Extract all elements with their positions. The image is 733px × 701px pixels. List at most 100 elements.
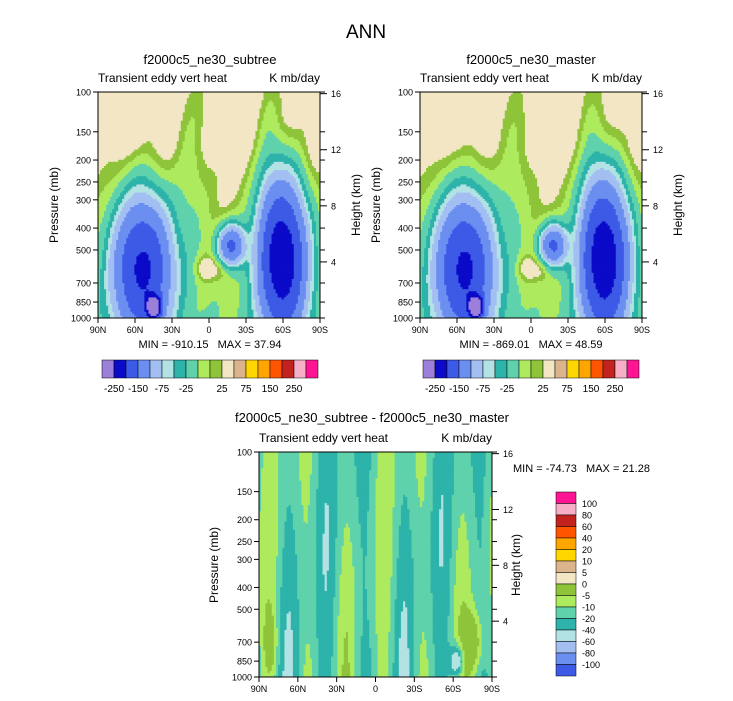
min-max-label: MIN = -74.73 MAX = 21.28: [513, 463, 650, 475]
x-tick-label: 90N: [90, 325, 107, 335]
panel-master: f2000c5_ne30_master Transient eddy vert …: [369, 52, 685, 395]
legend-label: 0: [582, 580, 587, 590]
legend-swatch: [556, 653, 576, 665]
y-tick-label: 150: [237, 487, 252, 497]
legend-swatch: [579, 360, 591, 378]
y-axis-label: Pressure (mb): [47, 167, 61, 243]
x-tick-label: 60N: [449, 325, 466, 335]
contour-field: [420, 92, 643, 319]
legend-swatch: [556, 630, 576, 642]
panel-title: f2000c5_ne30_subtree: [143, 52, 276, 67]
x-tick-label: 30S: [560, 325, 576, 335]
legend-swatch: [556, 561, 576, 573]
height-tick-label: 12: [503, 505, 513, 515]
legend-swatch: [556, 665, 576, 677]
height-tick-label: 4: [331, 257, 336, 267]
y-tick-label: 1000: [232, 673, 252, 683]
y-right-axis-label: Height (km): [509, 534, 523, 596]
x-tick-label: 30N: [328, 684, 345, 694]
legend-swatch: [447, 360, 459, 378]
height-tick-label: 8: [331, 201, 336, 211]
y-tick-label: 850: [76, 298, 91, 308]
legend-label: -25: [179, 384, 194, 395]
legend-swatch: [282, 360, 294, 378]
figure-title: ANN: [346, 22, 386, 43]
legend-swatch: [210, 360, 222, 378]
y-tick-label: 850: [398, 298, 413, 308]
x-tick-label: 0: [206, 325, 211, 335]
height-tick-label: 16: [503, 449, 513, 459]
x-tick-label: 90S: [634, 325, 650, 335]
legend-swatch: [258, 360, 270, 378]
y-tick-label: 700: [76, 278, 91, 288]
x-tick-label: 60N: [290, 684, 307, 694]
legend-swatch: [150, 360, 162, 378]
legend-label: -20: [582, 614, 595, 624]
x-tick-label: 90N: [251, 684, 268, 694]
legend-swatch: [531, 360, 543, 378]
legend-swatch: [126, 360, 138, 378]
legend-swatch: [495, 360, 507, 378]
legend-label: 80: [582, 511, 592, 521]
legend-swatch: [556, 619, 576, 631]
x-tick-label: 60S: [275, 325, 291, 335]
variable-label: Transient eddy vert heat: [259, 431, 389, 445]
y-tick-label: 850: [237, 657, 252, 667]
x-tick-label: 90S: [484, 684, 500, 694]
legend-label: -75: [476, 384, 491, 395]
legend-label: -10: [582, 603, 595, 613]
legend-label: -250: [104, 384, 124, 395]
legend-label: 150: [583, 384, 600, 395]
legend-swatch: [543, 360, 555, 378]
y-tick-label: 500: [76, 245, 91, 255]
legend-swatch: [615, 360, 627, 378]
height-tick-label: 12: [653, 145, 663, 155]
units-label: K mb/day: [441, 431, 492, 445]
legend-label: 10: [582, 557, 592, 567]
min-max-label: MIN = -910.15 MAX = 37.94: [138, 339, 281, 351]
y-tick-label: 500: [398, 245, 413, 255]
legend-swatch: [186, 360, 198, 378]
height-tick-label: 8: [653, 201, 658, 211]
variable-label: Transient eddy vert heat: [420, 71, 550, 85]
legend-label: 60: [582, 522, 592, 532]
legend-swatch: [162, 360, 174, 378]
panel-title: f2000c5_ne30_subtree - f2000c5_ne30_mast…: [235, 410, 510, 425]
legend-label: 25: [537, 384, 549, 395]
x-tick-label: 30S: [406, 684, 422, 694]
legend-label: -60: [582, 637, 595, 647]
y-tick-label: 250: [76, 177, 91, 187]
x-tick-label: 90N: [412, 325, 429, 335]
legend-swatch: [556, 504, 576, 516]
min-max-label: MIN = -869.01 MAX = 48.59: [459, 339, 602, 351]
legend-swatch: [138, 360, 150, 378]
legend-swatch: [423, 360, 435, 378]
x-tick-label: 0: [528, 325, 533, 335]
panel-difference: f2000c5_ne30_subtree - f2000c5_ne30_mast…: [207, 410, 650, 694]
legend-swatch: [222, 360, 234, 378]
units-label: K mb/day: [269, 71, 320, 85]
legend-label: 100: [582, 499, 597, 509]
x-tick-label: 60N: [127, 325, 144, 335]
y-tick-label: 200: [237, 515, 252, 525]
legend-label: -100: [582, 660, 600, 670]
legend-swatch: [556, 584, 576, 596]
x-tick-label: 30N: [486, 325, 503, 335]
legend-swatch: [556, 607, 576, 619]
height-tick-label: 4: [503, 617, 508, 627]
units-label: K mb/day: [591, 71, 642, 85]
figure: ANN f2000c5_ne30_subtree Transient eddy …: [0, 0, 733, 701]
legend-label: 250: [286, 384, 303, 395]
y-tick-label: 250: [398, 177, 413, 187]
panel-title: f2000c5_ne30_master: [466, 52, 596, 67]
y-tick-label: 100: [76, 88, 91, 98]
legend-swatch: [306, 360, 318, 378]
legend-label: -80: [582, 649, 595, 659]
legend-swatch: [174, 360, 186, 378]
legend-label: 250: [607, 384, 624, 395]
y-tick-label: 700: [237, 638, 252, 648]
x-tick-label: 60S: [445, 684, 461, 694]
legend-swatch: [556, 515, 576, 527]
y-right-axis-label: Height (km): [671, 174, 685, 236]
y-tick-label: 300: [237, 555, 252, 565]
